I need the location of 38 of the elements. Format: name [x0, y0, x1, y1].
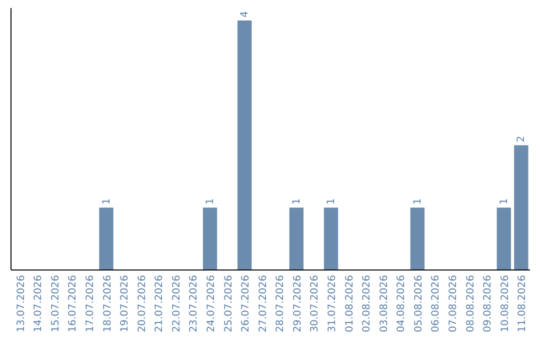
x-tick-label: 04.08.2026: [396, 275, 408, 332]
x-tick-label: 23.07.2026: [188, 275, 200, 332]
x-tick-label: 01.08.2026: [344, 275, 356, 332]
x-tick-label: 30.07.2026: [310, 275, 321, 332]
x-tick-label: 10.08.2026: [500, 275, 511, 332]
x-tick-label: 07.08.2026: [448, 275, 460, 332]
x-tick-label: 20.07.2026: [136, 275, 148, 332]
data-label: 1: [326, 198, 338, 205]
x-tick-label: 11.08.2026: [517, 275, 528, 332]
x-tick-label: 21.07.2026: [154, 275, 166, 332]
data-label: 1: [498, 198, 510, 205]
x-tick-label: 26.07.2026: [240, 275, 252, 332]
x-tick-label: 29.07.2026: [292, 275, 304, 332]
x-tick-label: 31.07.2026: [327, 275, 338, 332]
x-tick-label: 22.07.2026: [171, 275, 182, 332]
x-tick-label: 03.08.2026: [378, 275, 390, 332]
data-label: 1: [412, 198, 424, 205]
x-tick-label: 18.07.2026: [102, 275, 114, 332]
data-label: 2: [516, 136, 528, 142]
data-label: 1: [204, 198, 216, 205]
x-tick-label: 28.07.2026: [275, 275, 286, 332]
x-tick-label: 25.07.2026: [223, 275, 234, 332]
x-tick-label: 16.07.2026: [68, 275, 79, 332]
data-label: 1: [101, 198, 112, 205]
x-tick-label: 08.08.2026: [465, 275, 476, 332]
data-label: 1: [291, 198, 302, 205]
x-tick-label: 17.07.2026: [84, 275, 96, 332]
x-tick-label: 13.07.2026: [16, 275, 27, 332]
x-tick-label: 24.07.2026: [206, 275, 217, 332]
x-tick-label: 06.08.2026: [430, 275, 442, 332]
x-tick-label: 14.07.2026: [33, 275, 44, 332]
x-tick-label: 15.07.2026: [50, 275, 62, 332]
x-tick-label: 09.08.2026: [482, 275, 494, 332]
x-tick-label: 19.07.2026: [120, 275, 131, 332]
data-label: 4: [240, 11, 251, 18]
x-tick-label: 02.08.2026: [362, 275, 373, 332]
x-tick-label: 27.07.2026: [258, 275, 269, 332]
x-tick-label: 05.08.2026: [413, 275, 424, 332]
